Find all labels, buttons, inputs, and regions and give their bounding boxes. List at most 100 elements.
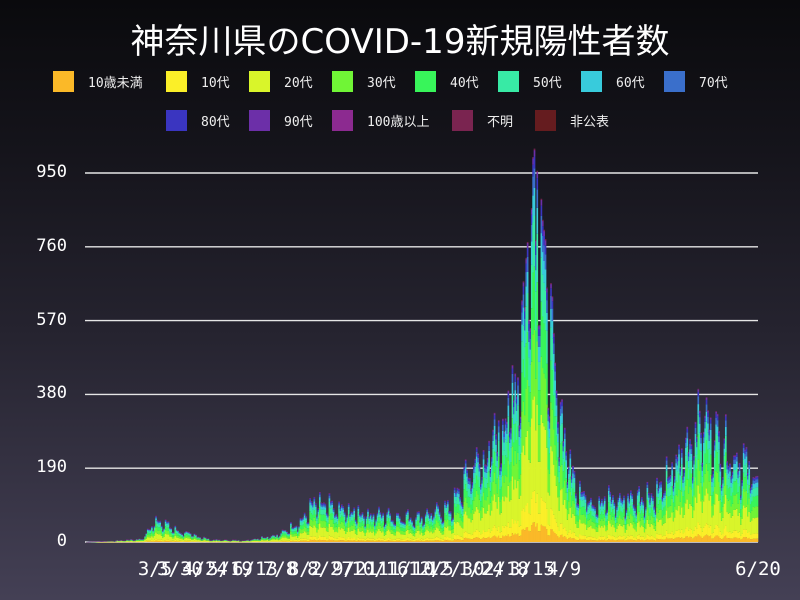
bar-segment — [460, 504, 463, 507]
bar-segment — [566, 482, 569, 484]
bar-segment — [546, 330, 548, 364]
bar-segment — [479, 520, 482, 535]
bar-segment — [537, 531, 540, 542]
bar-segment — [594, 517, 596, 524]
bar-segment — [576, 540, 579, 542]
legend-item: 40代 — [415, 70, 479, 92]
bar-segment — [614, 523, 617, 528]
bar-segment — [552, 368, 555, 396]
bar-segment — [171, 533, 174, 536]
bar-segment — [514, 533, 517, 542]
bar-segment — [181, 534, 184, 536]
bar-segment — [387, 507, 390, 509]
bar-segment — [620, 505, 623, 512]
bar-segment — [369, 526, 372, 532]
bar-segment — [561, 489, 563, 524]
bar-segment — [287, 534, 289, 535]
bar-segment — [378, 537, 380, 541]
bar-segment — [500, 486, 503, 500]
bar-segment — [441, 523, 444, 525]
bar-segment — [613, 503, 616, 506]
bar-segment — [481, 477, 484, 479]
bar-segment — [602, 520, 605, 528]
bar-segment — [379, 513, 382, 515]
bar-segment — [325, 538, 328, 541]
bar-segment — [285, 533, 288, 535]
bar-segment — [558, 537, 561, 542]
bar-segment — [485, 478, 488, 489]
bar-segment — [623, 516, 625, 525]
bar-segment — [397, 526, 400, 532]
bar-segment — [607, 511, 610, 521]
bar-segment — [331, 504, 334, 508]
bar-segment — [307, 541, 310, 542]
bar-segment — [361, 517, 364, 522]
bar-segment — [543, 526, 545, 542]
bar-segment — [376, 538, 379, 541]
bar-segment — [484, 487, 486, 501]
bar-segment — [324, 510, 327, 516]
bar-segment — [453, 521, 456, 535]
bar-segment — [515, 403, 518, 411]
bar-segment — [484, 464, 486, 466]
bar-segment — [539, 513, 541, 532]
bar-segment — [438, 520, 441, 526]
bar-segment — [546, 404, 548, 448]
bar-segment — [312, 514, 314, 522]
bar-segment — [130, 540, 133, 542]
bar-segment — [565, 492, 567, 509]
bar-segment — [504, 455, 507, 476]
bar-segment — [356, 534, 358, 540]
bar-segment — [500, 538, 503, 542]
bar-segment — [601, 506, 603, 512]
bar-segment — [460, 540, 463, 542]
bar-segment — [529, 327, 532, 329]
bar-segment — [563, 480, 566, 500]
bar-segment — [479, 484, 482, 487]
bar-segment — [277, 538, 280, 540]
bar-segment — [614, 527, 617, 533]
bar-segment — [368, 538, 371, 541]
bar-segment — [287, 537, 289, 539]
bar-segment — [513, 400, 515, 403]
bar-segment — [630, 492, 632, 496]
bar-segment — [449, 530, 452, 538]
bar-segment — [339, 508, 342, 510]
bar-segment — [255, 540, 258, 541]
bar-segment — [612, 503, 614, 510]
bar-segment — [462, 522, 464, 529]
bar-segment — [550, 308, 552, 328]
bar-segment — [584, 508, 587, 517]
bar-segment — [484, 531, 486, 539]
bar-segment — [149, 540, 152, 542]
bar-segment — [500, 467, 503, 472]
bar-segment — [643, 532, 646, 539]
bar-segment — [405, 516, 408, 521]
bar-segment — [448, 516, 451, 521]
bar-segment — [190, 538, 193, 540]
bar-segment — [423, 534, 426, 540]
bar-segment — [299, 520, 302, 522]
bar-segment — [554, 380, 556, 393]
bar-segment — [369, 538, 372, 541]
bar-segment — [598, 509, 601, 518]
bar-segment — [647, 501, 650, 508]
bar-segment — [323, 520, 325, 528]
bar-segment — [500, 476, 503, 487]
bar-segment — [592, 516, 595, 523]
bar-segment — [588, 539, 591, 542]
legend-item: 90代 — [249, 109, 313, 131]
bar-segment — [583, 514, 585, 524]
bar-segment — [294, 531, 296, 534]
bar-segment — [508, 527, 511, 537]
bar-segment — [541, 500, 544, 526]
bar-segment — [354, 523, 357, 527]
bar-segment — [339, 537, 342, 541]
bar-segment — [302, 521, 305, 525]
bar-segment — [331, 500, 334, 502]
legend-label: 70代 — [699, 75, 728, 91]
bar-segment — [312, 507, 314, 510]
bar-segment — [383, 528, 386, 531]
bar-segment — [514, 450, 517, 480]
bar-segment — [283, 541, 285, 542]
